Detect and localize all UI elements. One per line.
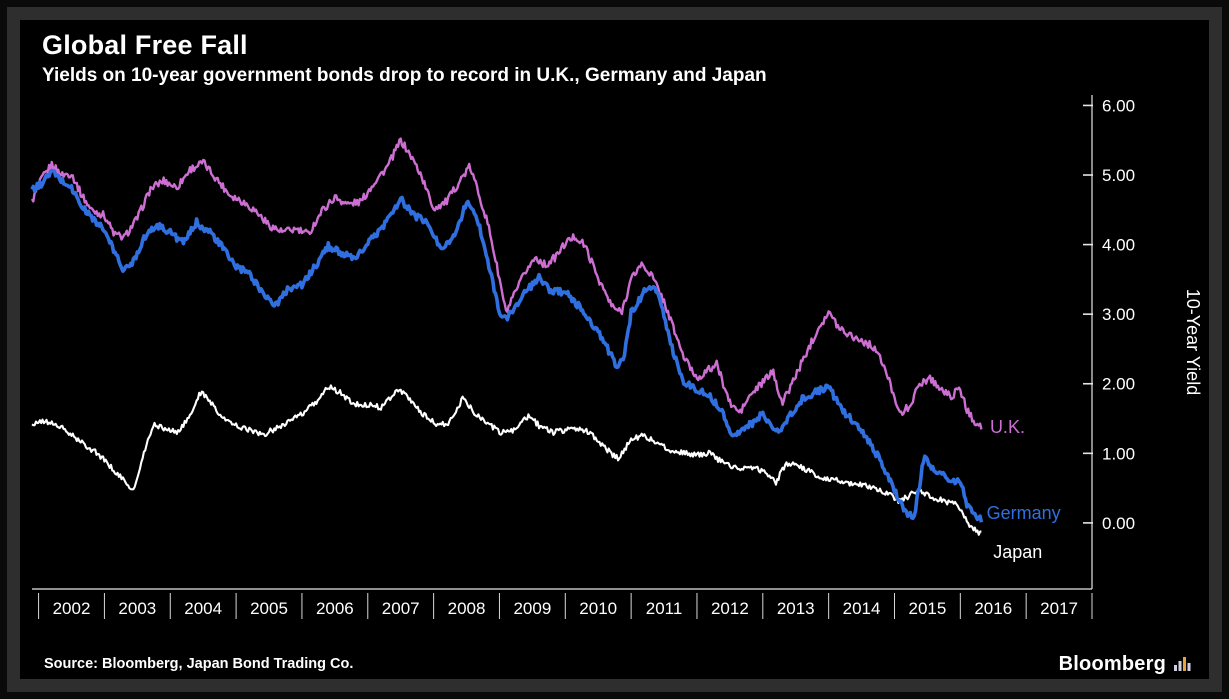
source-text: Source: Bloomberg, Japan Bond Trading Co… (44, 656, 354, 672)
svg-text:2012: 2012 (711, 599, 749, 618)
svg-text:Germany: Germany (987, 503, 1061, 523)
svg-text:5.00: 5.00 (1102, 166, 1135, 185)
svg-text:2011: 2011 (646, 599, 683, 618)
svg-text:0.00: 0.00 (1102, 514, 1135, 533)
svg-text:3.00: 3.00 (1102, 305, 1135, 324)
svg-text:2014: 2014 (843, 599, 881, 618)
svg-text:2015: 2015 (908, 599, 946, 618)
svg-text:2016: 2016 (974, 599, 1012, 618)
svg-text:2008: 2008 (448, 599, 486, 618)
bloomberg-logo-icon (1174, 657, 1191, 671)
svg-text:2004: 2004 (184, 599, 222, 618)
svg-text:2007: 2007 (382, 599, 420, 618)
window-frame: Global Free Fall Yields on 10-year gover… (7, 7, 1222, 692)
svg-text:2.00: 2.00 (1102, 375, 1135, 394)
chart-panel: Global Free Fall Yields on 10-year gover… (20, 20, 1209, 679)
svg-text:2010: 2010 (579, 599, 617, 618)
chart-subtitle: Yields on 10-year government bonds drop … (42, 65, 767, 86)
line-chart: 0.00 1.00 2.00 3.00 4.00 5.00 6.00 2002 2003 2004… (30, 95, 1203, 619)
svg-text:2002: 2002 (53, 599, 91, 618)
svg-text:10-Year Yield: 10-Year Yield (1183, 289, 1203, 395)
svg-text:2013: 2013 (777, 599, 815, 618)
chart-footer: Source: Bloomberg, Japan Bond Trading Co… (20, 649, 1209, 679)
svg-text:4.00: 4.00 (1102, 236, 1135, 255)
svg-text:2003: 2003 (118, 599, 156, 618)
bloomberg-wordmark: Bloomberg (1058, 652, 1166, 675)
bloomberg-brand: Bloomberg (1059, 653, 1191, 676)
svg-text:1.00: 1.00 (1102, 444, 1135, 463)
svg-text:6.00: 6.00 (1102, 96, 1135, 115)
svg-text:U.K.: U.K. (990, 417, 1025, 437)
svg-text:Japan: Japan (993, 542, 1042, 562)
chart-header: Global Free Fall Yields on 10-year gover… (20, 30, 1209, 87)
svg-text:2017: 2017 (1040, 599, 1078, 618)
svg-text:2006: 2006 (316, 599, 354, 618)
svg-text:2005: 2005 (250, 599, 288, 618)
svg-text:2009: 2009 (513, 599, 551, 618)
chart-title: Global Free Fall (42, 30, 248, 60)
